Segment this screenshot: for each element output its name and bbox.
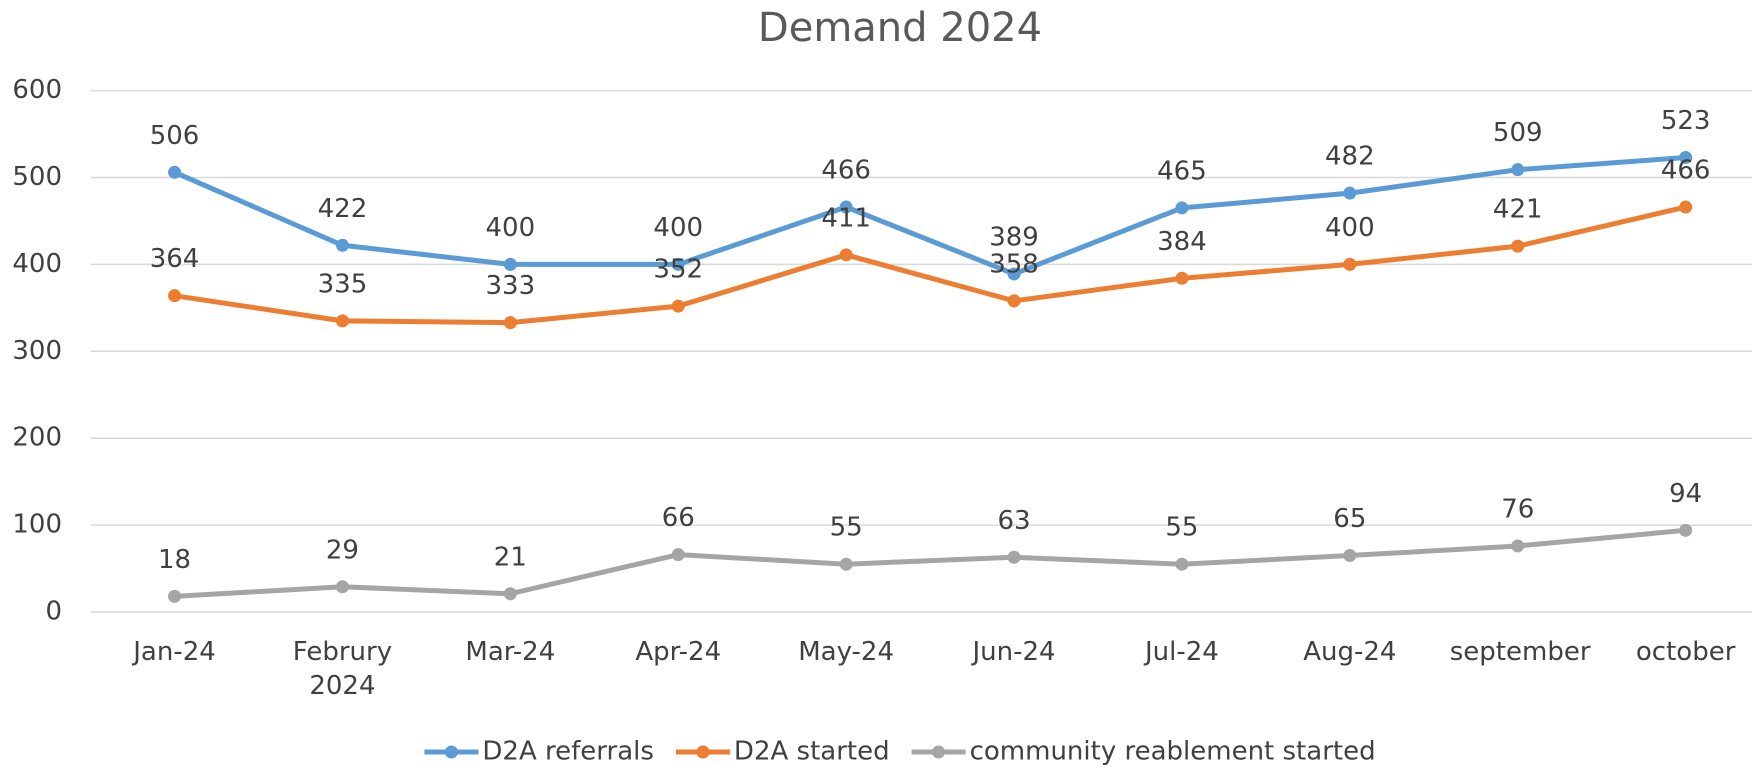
data-point — [503, 257, 517, 271]
data-label: 63 — [998, 506, 1031, 536]
legend: D2A referrals D2A started community reable… — [424, 737, 1376, 767]
data-label: 523 — [1661, 106, 1711, 136]
data-label: 411 — [821, 203, 871, 233]
data-point — [839, 248, 853, 262]
y-tick-label: 400 — [12, 249, 62, 279]
x-tick-label: Jan-24 — [133, 637, 216, 667]
data-label: 384 — [1157, 227, 1207, 257]
y-tick-label: 500 — [12, 162, 62, 192]
y-tick-label: 600 — [12, 75, 62, 105]
data-point — [839, 200, 853, 214]
data-point — [1511, 239, 1525, 253]
data-point — [503, 587, 517, 601]
data-point — [1007, 267, 1021, 281]
data-label: 400 — [653, 213, 703, 243]
x-tick-label: Aug-24 — [1303, 637, 1397, 667]
data-point — [1679, 200, 1693, 214]
data-label: 335 — [318, 269, 368, 299]
data-label: 55 — [830, 513, 863, 543]
data-point — [168, 289, 182, 303]
data-label: 18 — [158, 545, 191, 575]
series-line — [174, 527, 1686, 599]
legend-label: D2A referrals — [482, 737, 654, 767]
data-point — [1511, 539, 1525, 553]
data-point — [1175, 271, 1189, 285]
x-tick-label: Jul-24 — [1145, 637, 1219, 667]
data-point — [1175, 557, 1189, 571]
data-point — [671, 548, 685, 562]
data-label: 400 — [486, 213, 536, 243]
data-label: 66 — [662, 503, 695, 533]
data-point — [671, 299, 685, 313]
data-label: 358 — [989, 249, 1039, 279]
series-line — [173, 155, 1686, 277]
data-point — [1679, 523, 1693, 537]
data-label: 421 — [1493, 195, 1543, 225]
legend-marker — [444, 745, 458, 759]
data-label: 509 — [1493, 118, 1543, 148]
data-label: 76 — [1501, 494, 1534, 524]
data-point — [503, 316, 517, 330]
data-label: 333 — [486, 271, 536, 301]
data-point — [839, 557, 853, 571]
data-point — [1175, 201, 1189, 215]
x-tick-label: september — [1449, 637, 1591, 667]
legend-label: community reablement started — [970, 737, 1376, 767]
x-tick-label: Jun-24 — [972, 637, 1056, 667]
x-tick-label: May-24 — [798, 637, 895, 667]
data-label: 364 — [150, 244, 200, 274]
y-tick-label: 300 — [12, 336, 62, 366]
data-point — [1679, 151, 1693, 165]
x-tick-label: Apr-24 — [635, 637, 722, 667]
chart-title: Demand 2024 — [758, 5, 1042, 51]
y-tick-label: 0 — [45, 597, 62, 627]
data-label: 422 — [318, 194, 368, 224]
data-label: 65 — [1333, 504, 1366, 534]
data-point — [335, 314, 349, 328]
data-point — [335, 580, 349, 594]
data-point — [1343, 257, 1357, 271]
data-point — [335, 238, 349, 252]
data-label: 466 — [1661, 156, 1711, 186]
data-label: 21 — [494, 542, 527, 572]
data-label: 29 — [326, 535, 359, 565]
x-tick-label: Mar-24 — [465, 637, 556, 667]
y-tick-label: 100 — [12, 510, 62, 540]
data-point — [1007, 294, 1021, 308]
legend-label: D2A started — [734, 737, 890, 767]
data-point — [1343, 549, 1357, 563]
data-point — [671, 257, 685, 271]
data-point — [1343, 186, 1357, 200]
x-tick-label: Februry 2024 — [292, 637, 393, 701]
data-label: 506 — [150, 121, 200, 151]
x-tick-label: october — [1635, 637, 1736, 667]
data-point — [1511, 163, 1525, 177]
data-point — [1007, 550, 1021, 564]
data-label: 482 — [1325, 142, 1375, 172]
data-label: 465 — [1157, 156, 1207, 186]
y-tick-label: 200 — [12, 423, 62, 453]
data-label: 389 — [989, 222, 1039, 252]
data-label: 55 — [1165, 513, 1198, 543]
data-label: 400 — [1325, 213, 1375, 243]
data-point — [168, 589, 182, 603]
legend-marker — [932, 745, 946, 759]
data-label: 466 — [821, 156, 871, 186]
legend-marker — [696, 745, 710, 759]
series-line — [174, 204, 1687, 326]
data-point — [168, 165, 182, 179]
data-label: 94 — [1669, 479, 1702, 509]
data-label: 352 — [653, 255, 703, 285]
